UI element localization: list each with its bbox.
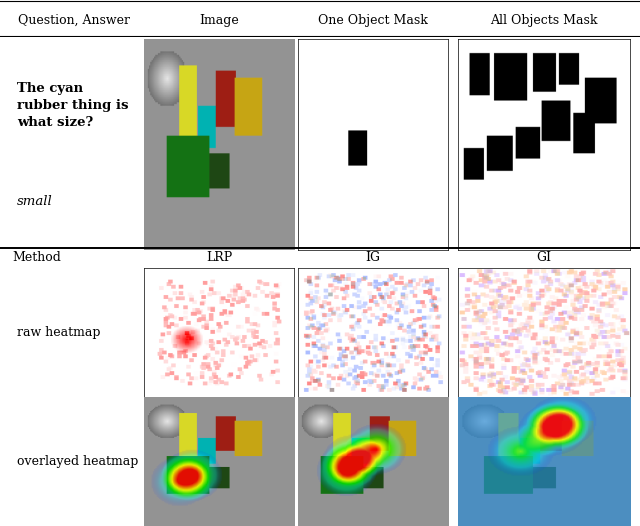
Text: Question, Answer: Question, Answer	[17, 14, 129, 27]
Text: LRP: LRP	[206, 251, 232, 264]
Text: Method: Method	[13, 251, 61, 264]
Text: The cyan
rubber thing is
what size?: The cyan rubber thing is what size?	[17, 82, 129, 128]
Text: All Objects Mask: All Objects Mask	[490, 14, 598, 27]
Text: One Object Mask: One Object Mask	[318, 14, 428, 27]
Text: IG: IG	[365, 251, 380, 264]
Text: small: small	[17, 195, 53, 208]
Text: Image: Image	[199, 14, 239, 27]
Text: overlayed heatmap: overlayed heatmap	[17, 455, 138, 468]
Text: GI: GI	[536, 251, 552, 264]
Text: raw heatmap: raw heatmap	[17, 326, 100, 339]
